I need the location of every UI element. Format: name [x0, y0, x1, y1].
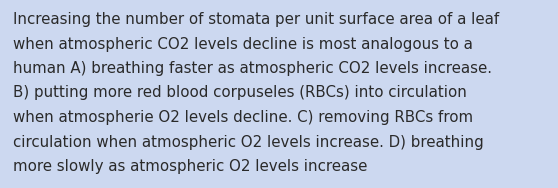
Text: more slowly as atmospheric O2 levels increase: more slowly as atmospheric O2 levels inc… [13, 159, 367, 174]
Text: Increasing the number of stomata per unit surface area of a leaf: Increasing the number of stomata per uni… [13, 12, 499, 27]
Text: when atmospheric CO2 levels decline is most analogous to a: when atmospheric CO2 levels decline is m… [13, 36, 473, 52]
Text: circulation when atmospheric O2 levels increase. D) breathing: circulation when atmospheric O2 levels i… [13, 134, 484, 149]
Text: human A) breathing faster as atmospheric CO2 levels increase.: human A) breathing faster as atmospheric… [13, 61, 492, 76]
Text: B) putting more red blood corpuseles (RBCs) into circulation: B) putting more red blood corpuseles (RB… [13, 86, 467, 101]
Text: when atmospherie O2 levels decline. C) removing RBCs from: when atmospherie O2 levels decline. C) r… [13, 110, 473, 125]
